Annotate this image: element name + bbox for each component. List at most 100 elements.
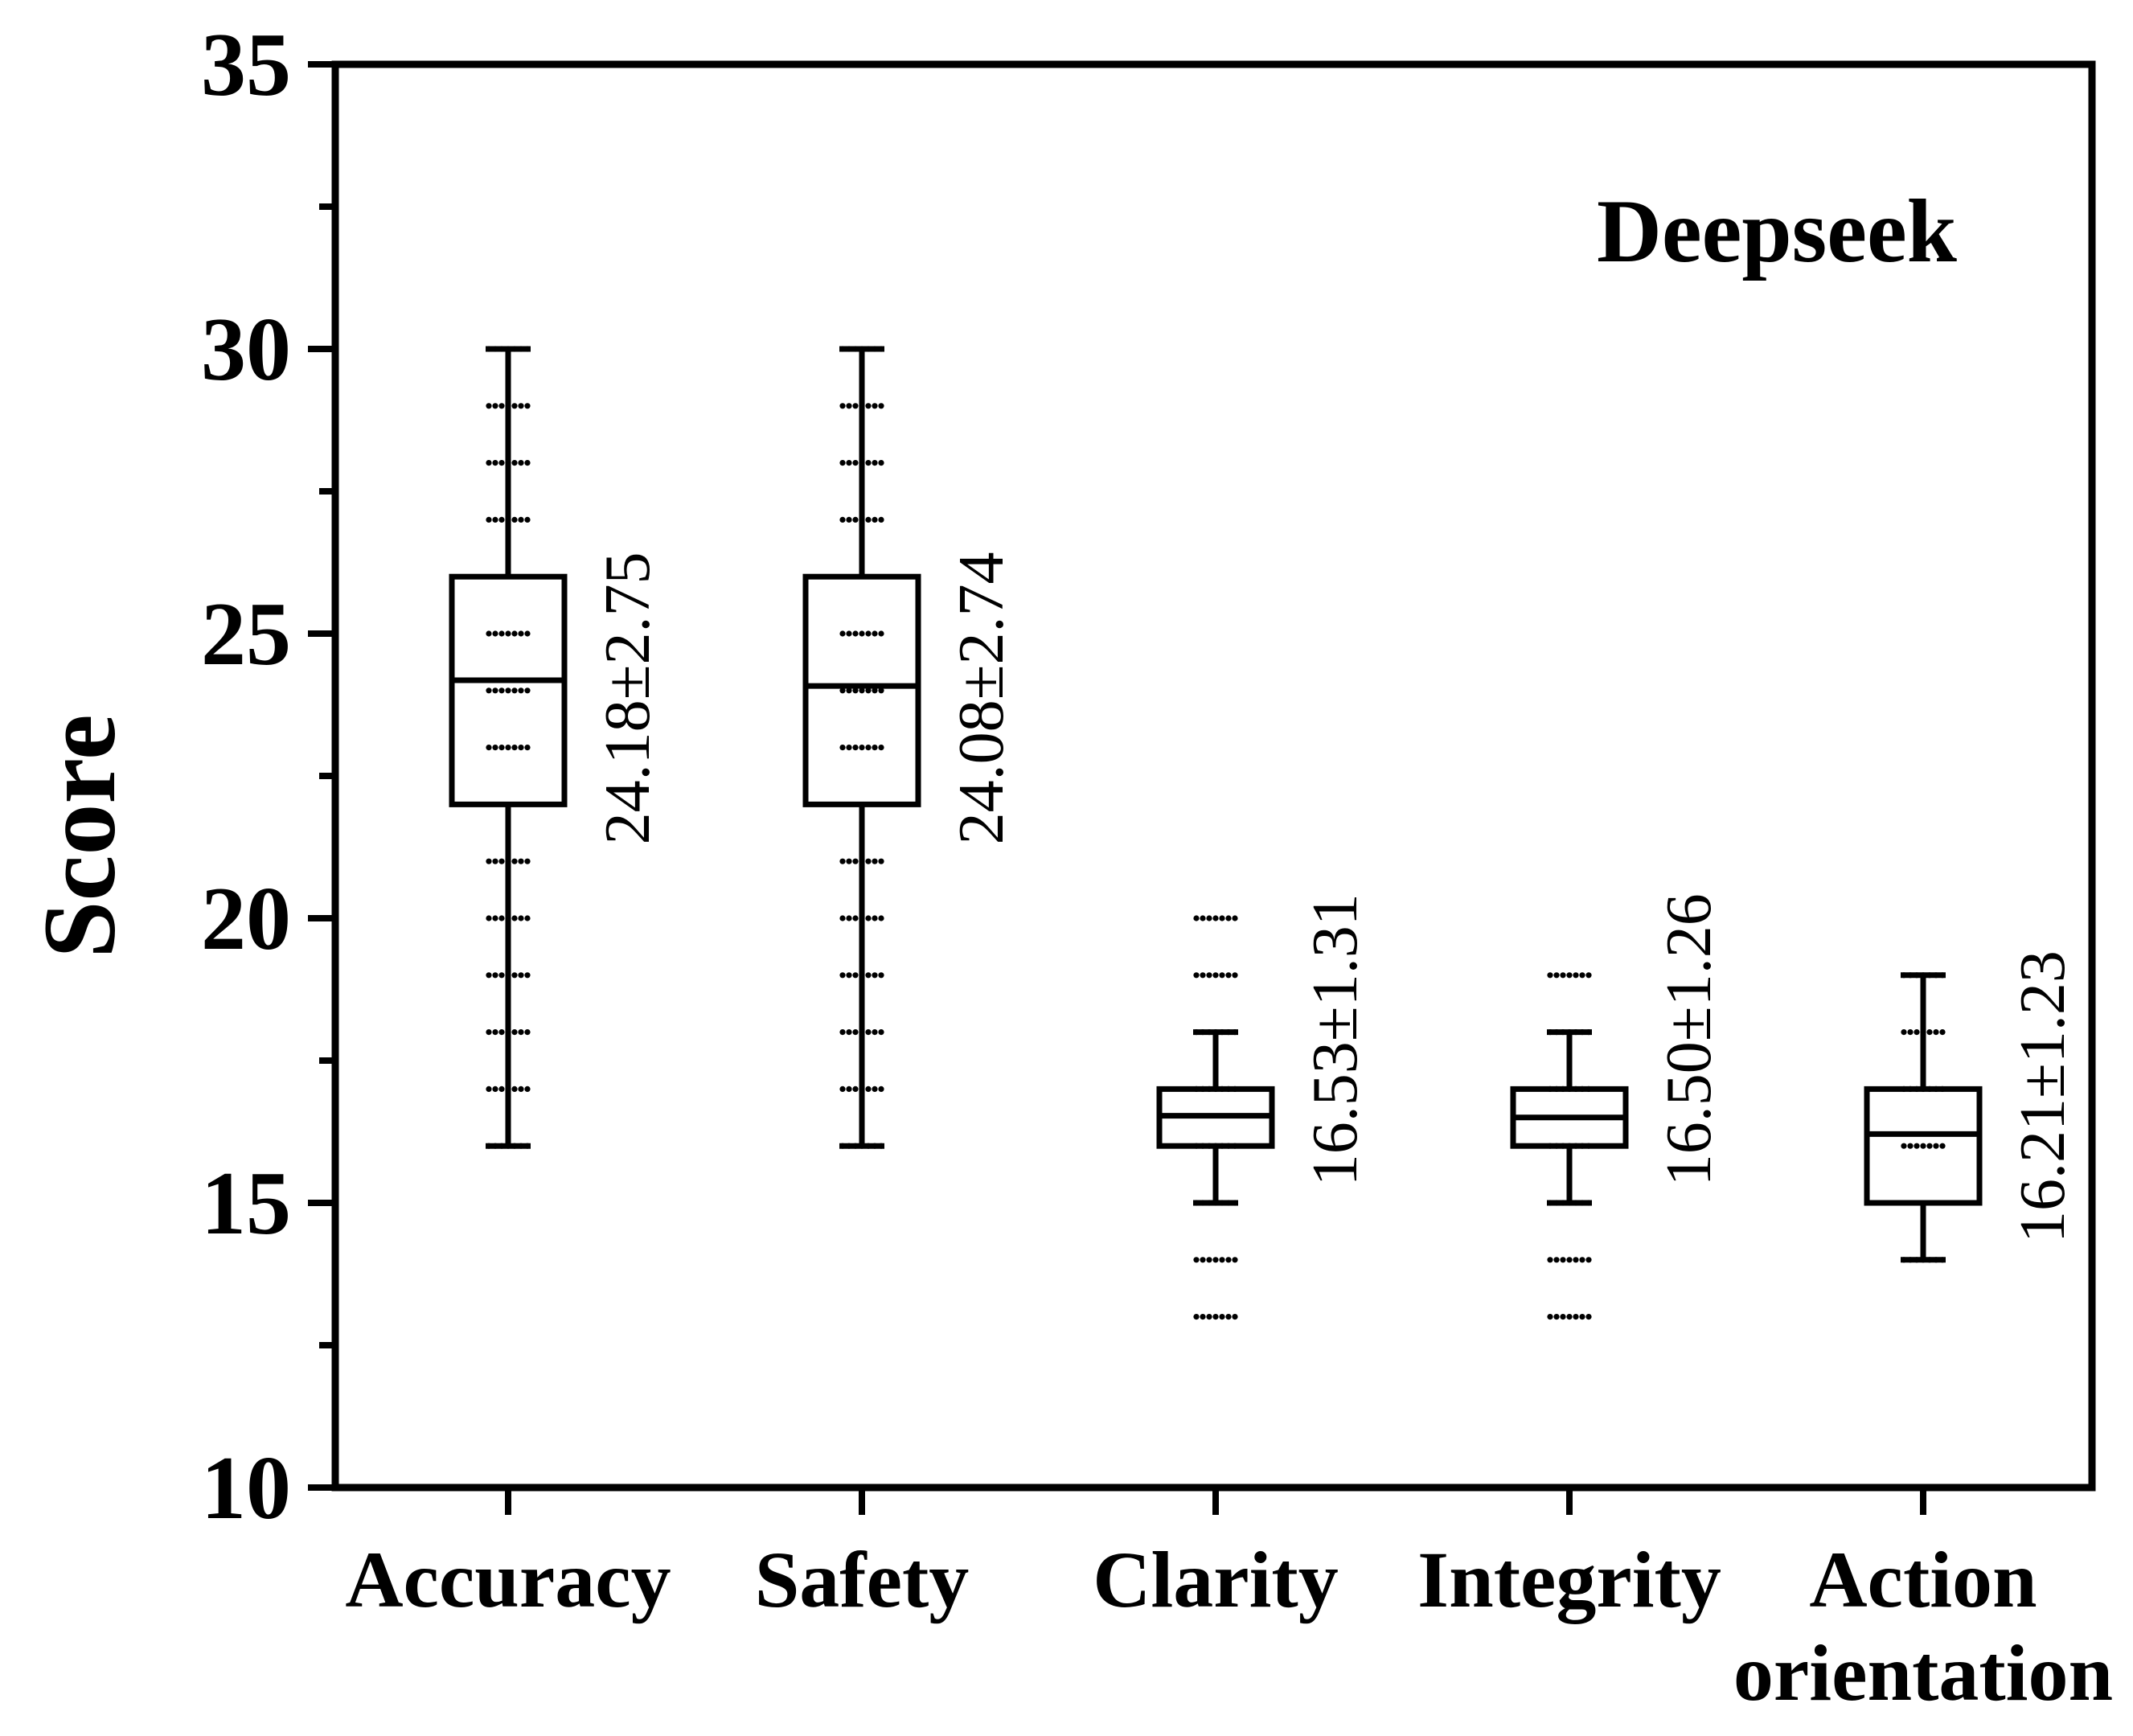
- data-point: [498, 403, 505, 409]
- mean-sd-label: 16.50±1.26: [1654, 893, 1725, 1186]
- box-group: 24.08±2.74: [802, 346, 1017, 1149]
- data-point: [1200, 1257, 1206, 1263]
- data-point: [1547, 1086, 1553, 1092]
- data-point: [878, 516, 884, 523]
- data-point: [1553, 1086, 1560, 1092]
- data-point: [1579, 1200, 1585, 1206]
- data-point: [878, 745, 884, 751]
- data-point: [859, 516, 865, 523]
- data-point: [1212, 915, 1219, 921]
- data-point: [524, 972, 531, 979]
- data-point: [518, 858, 524, 864]
- data-point: [492, 403, 498, 409]
- data-point: [846, 403, 852, 409]
- data-point: [492, 516, 498, 523]
- data-point: [492, 1029, 498, 1036]
- data-point: [1553, 1029, 1560, 1036]
- data-point: [498, 346, 505, 352]
- data-point: [1206, 972, 1212, 979]
- data-point: [872, 915, 878, 921]
- data-point: [1212, 1200, 1219, 1206]
- data-point: [839, 1086, 846, 1092]
- data-point: [1566, 1029, 1573, 1036]
- data-point: [1225, 1257, 1232, 1263]
- x-category-label: orientation: [1733, 1628, 2113, 1718]
- data-point: [1579, 1257, 1585, 1263]
- data-point: [518, 516, 524, 523]
- data-point: [872, 1086, 878, 1092]
- data-point: [518, 1086, 524, 1092]
- data-point: [1579, 1086, 1585, 1092]
- data-point: [518, 403, 524, 409]
- data-point: [492, 460, 498, 466]
- data-point: [1225, 972, 1232, 979]
- data-point: [1566, 972, 1573, 979]
- y-axis: 10 15 20 25 30 35: [201, 15, 335, 1538]
- data-point: [1907, 972, 1914, 979]
- x-category-label: Integrity: [1417, 1535, 1721, 1624]
- data-point: [878, 630, 884, 637]
- x-category-label: Accuracy: [345, 1535, 671, 1624]
- data-point: [872, 1029, 878, 1036]
- data-point: [492, 346, 498, 352]
- data-point: [486, 858, 492, 864]
- data-point: [1585, 972, 1592, 979]
- data-point: [524, 1143, 531, 1149]
- data-point: [505, 1143, 511, 1149]
- data-point: [1901, 1029, 1907, 1036]
- y-tick-label: 10: [201, 1438, 291, 1538]
- data-point: [505, 346, 511, 352]
- data-point: [846, 745, 852, 751]
- data-point: [872, 687, 878, 694]
- data-point: [859, 1143, 865, 1149]
- data-point: [1219, 1200, 1225, 1206]
- data-point: [511, 745, 518, 751]
- data-point: [1212, 1086, 1219, 1092]
- data-point: [859, 460, 865, 466]
- data-point: [839, 403, 846, 409]
- data-point: [846, 630, 852, 637]
- data-point: [524, 460, 531, 466]
- data-point: [1232, 1143, 1238, 1149]
- data-point: [1560, 1200, 1566, 1206]
- y-axis-label: Score: [23, 714, 137, 958]
- data-point: [872, 745, 878, 751]
- data-point: [1573, 1200, 1579, 1206]
- data-point: [486, 1143, 492, 1149]
- data-point: [1212, 972, 1219, 979]
- data-point: [1573, 1029, 1579, 1036]
- data-point: [1547, 1200, 1553, 1206]
- data-point: [1566, 1086, 1573, 1092]
- data-point: [846, 1086, 852, 1092]
- data-point: [498, 516, 505, 523]
- data-point: [1920, 1257, 1926, 1263]
- box-series: 24.18±2.75 24.08±2.74 16.53±1.31 16.50±1.26…: [449, 346, 2078, 1320]
- data-point: [865, 972, 872, 979]
- data-point: [865, 858, 872, 864]
- data-point: [1926, 1143, 1933, 1149]
- data-point: [865, 687, 872, 694]
- data-point: [1901, 972, 1907, 979]
- data-point: [852, 1029, 859, 1036]
- data-point: [846, 1143, 852, 1149]
- data-point: [1200, 972, 1206, 979]
- data-point: [859, 1029, 865, 1036]
- data-point: [1933, 1143, 1939, 1149]
- data-point: [1553, 1257, 1560, 1263]
- data-point: [865, 1086, 872, 1092]
- data-point: [1566, 1200, 1573, 1206]
- data-point: [865, 915, 872, 921]
- data-point: [1219, 1029, 1225, 1036]
- data-point: [518, 1029, 524, 1036]
- data-point: [878, 687, 884, 694]
- data-point: [1225, 1086, 1232, 1092]
- data-point: [524, 516, 531, 523]
- data-point: [878, 1143, 884, 1149]
- data-point: [852, 687, 859, 694]
- data-point: [524, 858, 531, 864]
- data-point: [852, 630, 859, 637]
- data-point: [1933, 1086, 1939, 1092]
- data-point: [1579, 1143, 1585, 1149]
- data-point: [505, 972, 511, 979]
